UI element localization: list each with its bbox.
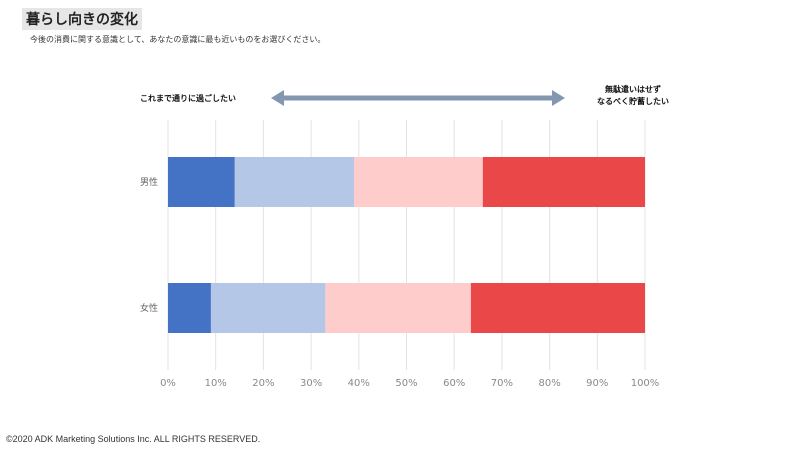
copyright-text: ©2020 ADK Marketing Solutions Inc. ALL R… bbox=[6, 434, 261, 444]
bar-segment-1-1 bbox=[168, 157, 235, 207]
x-tick-label: 0% bbox=[160, 378, 176, 389]
page-subtitle: 今後の消費に関する意識として、あなたの意識に最も近いものをお選びください。 bbox=[30, 35, 326, 44]
x-tick-label: 100% bbox=[631, 378, 660, 389]
bar-segment-1-4 bbox=[482, 157, 645, 207]
arrow-head-right bbox=[552, 90, 565, 106]
scale-label-right-line1: 無駄遣いはせず bbox=[605, 85, 661, 94]
chart-bars bbox=[168, 157, 645, 333]
bar-segment-1-3 bbox=[354, 157, 483, 207]
page-title: 暮らし向きの変化 bbox=[22, 8, 142, 30]
category-label: 女性 bbox=[140, 302, 158, 314]
category-label: 男性 bbox=[140, 176, 158, 188]
bar-segment-1-2 bbox=[234, 157, 355, 207]
bar-segment-2-4 bbox=[470, 283, 645, 333]
x-tick-label: 70% bbox=[491, 378, 513, 389]
x-tick-label: 20% bbox=[252, 378, 274, 389]
x-tick-label: 80% bbox=[538, 378, 560, 389]
x-tick-label: 30% bbox=[300, 378, 322, 389]
x-tick-label: 60% bbox=[443, 378, 465, 389]
bar-segment-2-3 bbox=[325, 283, 471, 333]
x-tick-label: 40% bbox=[348, 378, 370, 389]
bar-segment-2-2 bbox=[210, 283, 326, 333]
arrow-head-left bbox=[271, 90, 284, 106]
x-tick-label: 90% bbox=[586, 378, 608, 389]
x-tick-label: 10% bbox=[205, 378, 227, 389]
scale-label-right: 無駄遣いはせず なるべく貯蓄したい bbox=[578, 84, 688, 108]
x-tick-label: 50% bbox=[395, 378, 417, 389]
double-arrow-icon bbox=[271, 90, 565, 106]
chart-x-tick-labels: 0% 10% 20% 30% 40% 50% 60% 70% 80% 90% 100% bbox=[160, 378, 659, 389]
bar-segment-2-1 bbox=[168, 283, 211, 333]
scale-label-left: これまで通りに過ごしたい bbox=[140, 94, 236, 103]
scale-label-right-line2: なるべく貯蓄したい bbox=[597, 97, 669, 106]
